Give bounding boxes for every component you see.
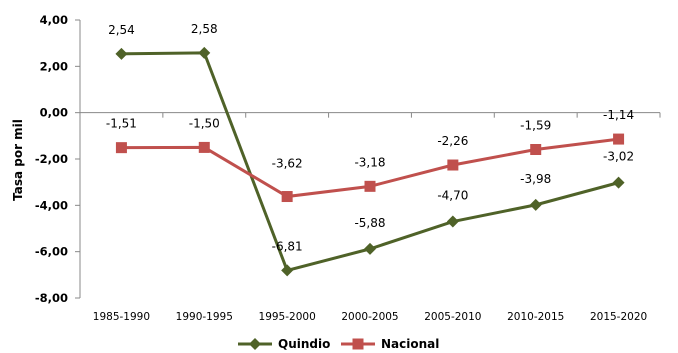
y-tick-label: -8,00: [35, 291, 68, 305]
data-point: [115, 142, 127, 154]
data-label: -2,26: [437, 134, 468, 148]
data-label: -1,14: [603, 108, 634, 122]
x-tick-label: 2000-2005: [341, 311, 398, 323]
y-tick-label: 0,00: [40, 106, 68, 120]
data-point: [446, 215, 459, 228]
series-quindio: 2,54 2,58 -6,81 -5,88 -4,70 -3,98 -3,02: [108, 22, 634, 277]
data-point: [530, 144, 542, 156]
data-label: -5,88: [354, 216, 385, 230]
x-tick-label: 2010-2015: [507, 311, 564, 323]
data-label: -3,18: [354, 155, 385, 169]
axes: 4,00 2,00 0,00 -2,00 -4,00 -6,00 -8,00 1985-199…: [35, 13, 661, 323]
data-label: 2,54: [108, 23, 135, 37]
legend-item-quindio: Quindio: [238, 337, 330, 351]
data-label: -3,62: [272, 157, 303, 171]
legend: Quindio Nacional: [238, 337, 439, 351]
data-label: -1,51: [106, 117, 137, 131]
data-label: -1,59: [520, 119, 551, 133]
x-tick-label: 2005-2010: [424, 311, 481, 323]
data-point: [198, 141, 210, 153]
y-tick-label: 2,00: [40, 59, 68, 73]
x-tick-label: 1990-1995: [176, 311, 233, 323]
data-point: [529, 198, 542, 211]
y-axis-label: Tasa por mil: [11, 119, 25, 201]
y-tick-label: -2,00: [35, 152, 68, 166]
x-tick-label: 1995-2000: [259, 311, 316, 323]
y-tick-label: -6,00: [35, 245, 68, 259]
data-point: [198, 46, 211, 59]
data-label: -3,98: [520, 172, 551, 186]
data-point: [281, 191, 293, 203]
data-label: -6,81: [272, 239, 303, 253]
data-point: [613, 133, 625, 145]
data-label: -4,70: [437, 189, 468, 203]
legend-label: Nacional: [381, 337, 439, 351]
x-tick-label: 2015-2020: [590, 311, 647, 323]
legend-label: Quindio: [278, 337, 330, 351]
data-point: [447, 159, 459, 171]
legend-marker: [249, 338, 261, 350]
data-label: -3,02: [603, 150, 634, 164]
series-nacional: -1,51 -1,50 -3,62 -3,18 -2,26 -1,59 -1,14: [106, 108, 634, 203]
data-point: [364, 242, 376, 255]
y-tick-label: -4,00: [35, 198, 68, 212]
x-tick-label: 1985-1990: [93, 311, 150, 323]
data-point: [281, 264, 294, 277]
legend-item-nacional: Nacional: [341, 337, 439, 351]
series-layer: 2,54 2,58-6,81-5,88-4,70-3,98-3,02-1,51 -1…: [106, 22, 634, 277]
data-point: [115, 47, 128, 60]
y-tick-label: 4,00: [40, 13, 68, 27]
data-label: -1,50: [189, 116, 220, 130]
data-point: [364, 180, 376, 192]
data-label: 2,58: [191, 22, 218, 36]
data-point: [612, 176, 625, 189]
legend-marker: [352, 338, 364, 350]
